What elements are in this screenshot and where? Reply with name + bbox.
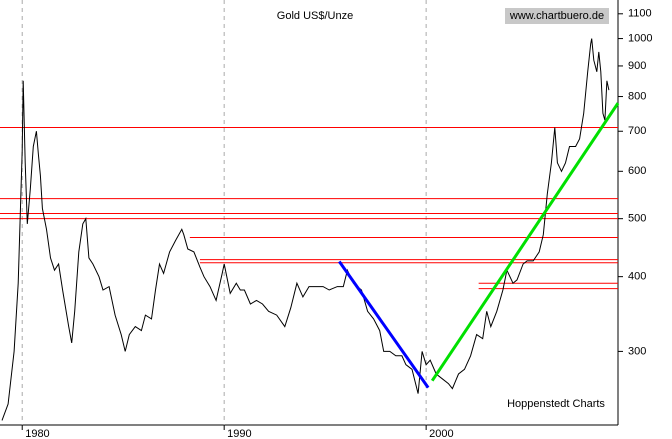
- y-tick-label: 500: [628, 213, 646, 225]
- y-tick-label: 600: [628, 165, 646, 177]
- y-tick-label: 700: [628, 125, 646, 137]
- y-tick-label: 300: [628, 345, 646, 357]
- y-tick-label: 900: [628, 60, 646, 72]
- source: www.chartbuero.de: [509, 10, 604, 22]
- y-tick-label: 1100: [628, 8, 652, 20]
- price-line: [1, 38, 610, 421]
- y-tick-label: 1000: [628, 32, 652, 44]
- x-tick-label: 1980: [25, 428, 49, 439]
- y-tick-label: 800: [628, 90, 646, 102]
- y-tick-label: 400: [628, 271, 646, 283]
- credit: Hoppenstedt Charts: [507, 398, 605, 410]
- chart-title: Gold US$/Unze: [277, 10, 353, 22]
- source-box: [505, 8, 609, 24]
- x-tick-label: 2000: [429, 428, 453, 439]
- trend-line: [338, 260, 430, 389]
- x-tick-label: 1990: [227, 428, 251, 439]
- trend-line: [430, 102, 620, 382]
